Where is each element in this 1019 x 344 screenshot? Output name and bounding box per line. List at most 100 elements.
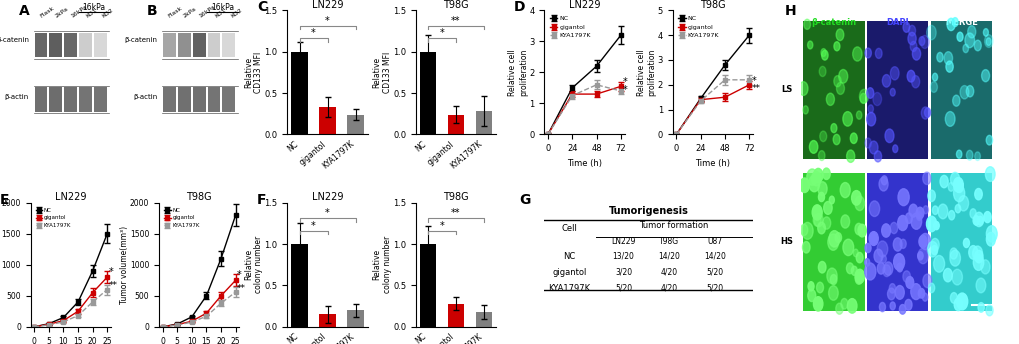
Circle shape — [959, 86, 968, 99]
Circle shape — [975, 278, 984, 293]
Circle shape — [899, 304, 905, 314]
Circle shape — [945, 61, 953, 72]
Circle shape — [917, 252, 922, 260]
FancyBboxPatch shape — [64, 87, 77, 112]
FancyBboxPatch shape — [79, 87, 92, 112]
Circle shape — [890, 302, 895, 310]
Circle shape — [927, 283, 933, 293]
Circle shape — [933, 222, 938, 230]
Text: *: * — [623, 77, 627, 87]
Circle shape — [857, 224, 865, 237]
Circle shape — [917, 248, 927, 264]
Text: *: * — [109, 267, 113, 277]
Title: T98G: T98G — [699, 0, 725, 10]
Text: Tumor formation: Tumor formation — [638, 221, 707, 229]
Text: *: * — [325, 16, 329, 26]
Circle shape — [882, 265, 890, 277]
Text: 4/20: 4/20 — [660, 268, 678, 277]
X-axis label: Time (h): Time (h) — [695, 159, 730, 168]
Circle shape — [833, 76, 841, 87]
Circle shape — [817, 192, 823, 202]
Bar — [319, 107, 335, 135]
Circle shape — [821, 217, 829, 229]
Text: 14/20: 14/20 — [658, 251, 680, 260]
Circle shape — [958, 196, 968, 211]
Circle shape — [884, 129, 893, 143]
FancyBboxPatch shape — [929, 173, 991, 311]
Circle shape — [980, 69, 988, 82]
Circle shape — [873, 151, 880, 162]
Circle shape — [955, 181, 962, 193]
Circle shape — [952, 95, 959, 106]
Text: β-actin: β-actin — [133, 94, 157, 100]
Circle shape — [881, 75, 890, 87]
Circle shape — [890, 88, 895, 96]
Circle shape — [854, 223, 862, 235]
Circle shape — [916, 212, 921, 221]
Circle shape — [864, 244, 870, 252]
Circle shape — [817, 222, 824, 234]
Text: E: E — [0, 193, 9, 207]
Circle shape — [876, 262, 884, 274]
FancyBboxPatch shape — [193, 87, 206, 112]
Y-axis label: Relative
CD133 MFI: Relative CD133 MFI — [244, 52, 263, 93]
Circle shape — [983, 35, 993, 47]
Circle shape — [908, 204, 917, 217]
Circle shape — [985, 305, 993, 316]
Legend: NC, gigantol, KYA1797K: NC, gigantol, KYA1797K — [162, 205, 202, 230]
Circle shape — [937, 204, 947, 219]
Circle shape — [902, 271, 910, 282]
Circle shape — [927, 190, 934, 202]
Circle shape — [878, 177, 888, 191]
Text: Tumorigenesis: Tumorigenesis — [608, 206, 688, 216]
Circle shape — [854, 269, 863, 283]
Circle shape — [856, 111, 861, 119]
Circle shape — [807, 289, 815, 302]
Y-axis label: Relative cell
proliferation: Relative cell proliferation — [507, 49, 527, 96]
Circle shape — [854, 196, 864, 211]
Circle shape — [840, 183, 850, 198]
Text: 13/20: 13/20 — [612, 251, 634, 260]
Y-axis label: Tumor volume(mm³): Tumor volume(mm³) — [119, 226, 128, 304]
Circle shape — [899, 239, 905, 248]
Circle shape — [910, 213, 921, 229]
Circle shape — [932, 256, 944, 272]
Circle shape — [953, 298, 961, 311]
Text: 16kPa: 16kPa — [211, 3, 233, 12]
Circle shape — [931, 73, 936, 81]
Circle shape — [893, 254, 904, 270]
Circle shape — [836, 29, 843, 41]
Bar — [419, 244, 436, 327]
FancyBboxPatch shape — [163, 87, 175, 112]
Circle shape — [948, 211, 954, 220]
Circle shape — [965, 86, 973, 97]
Bar — [290, 244, 308, 327]
Circle shape — [956, 150, 961, 158]
Text: DAPI: DAPI — [886, 18, 908, 27]
Circle shape — [851, 266, 857, 276]
Circle shape — [909, 41, 916, 52]
Text: β-catenin: β-catenin — [811, 18, 856, 27]
Text: 3/20: 3/20 — [614, 268, 632, 277]
Circle shape — [811, 205, 821, 220]
Circle shape — [889, 283, 895, 293]
FancyBboxPatch shape — [49, 33, 62, 57]
FancyBboxPatch shape — [929, 21, 991, 159]
Circle shape — [963, 238, 968, 248]
Text: 16kPa: 16kPa — [198, 4, 216, 19]
FancyBboxPatch shape — [866, 21, 927, 159]
Circle shape — [948, 182, 953, 191]
Circle shape — [852, 47, 861, 61]
Circle shape — [854, 273, 862, 284]
Circle shape — [822, 168, 829, 180]
Circle shape — [945, 111, 954, 126]
Circle shape — [827, 234, 838, 250]
Text: **: ** — [450, 208, 461, 218]
Circle shape — [880, 176, 887, 185]
Circle shape — [890, 222, 897, 234]
Circle shape — [830, 123, 836, 133]
Circle shape — [915, 207, 923, 219]
Circle shape — [809, 140, 817, 153]
FancyBboxPatch shape — [193, 33, 206, 57]
Circle shape — [893, 238, 901, 251]
